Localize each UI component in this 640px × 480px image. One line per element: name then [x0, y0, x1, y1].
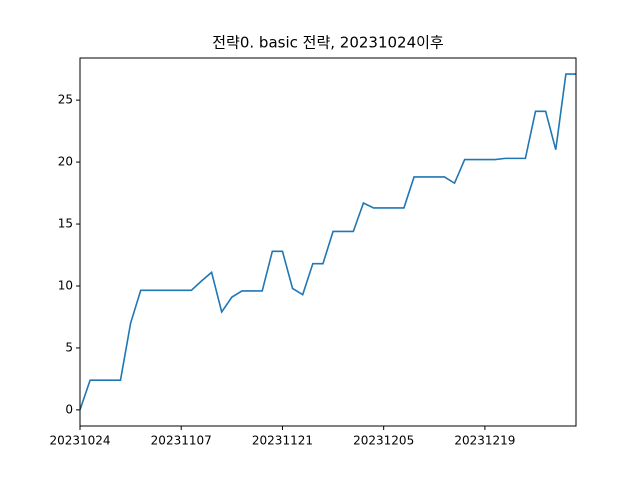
- y-tick-label: 20: [58, 155, 73, 169]
- plot-frame: [79, 57, 577, 427]
- x-tick-label: 20231219: [454, 434, 515, 448]
- y-tick-label: 25: [58, 93, 73, 107]
- line-series: [79, 73, 576, 411]
- y-tick-label: 15: [58, 217, 73, 231]
- x-tick-label: 20231024: [49, 434, 110, 448]
- x-tick-label: 20231107: [151, 434, 212, 448]
- y-tick-label: 5: [65, 340, 73, 354]
- x-tick-label: 20231121: [252, 434, 313, 448]
- x-tick-label: 20231205: [353, 434, 414, 448]
- chart-title: 전략0. basic 전략, 20231024이후: [212, 34, 444, 52]
- y-tick-label: 10: [58, 278, 73, 292]
- y-tick-label: 0: [65, 402, 73, 416]
